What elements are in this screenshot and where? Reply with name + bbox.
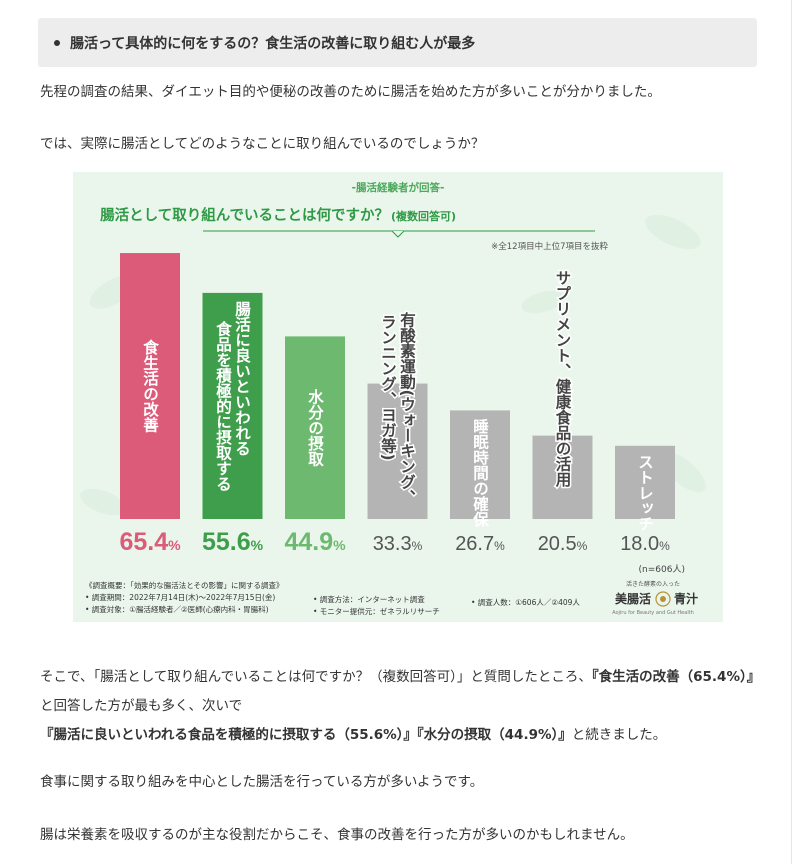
bar-label-4-col-2: ランニング、ヨガ等)	[379, 314, 398, 461]
body-paragraph-1-highlight-2: 『腸活に良いといわれる食品を積極的に摂取する（55.6%）』『水分の摂取（44.…	[40, 727, 572, 743]
value-label-1: 65.4%	[119, 528, 181, 556]
value-labels-layer: 65.4% 55.6% 44.9% 33.3% 26.7% 20.5% 18.0%	[119, 528, 670, 556]
bar-labels-layer: 食生活の改善 腸活に良いといわれる食品を積極的に摂取する 水分の摂取 有酸素運動(ウォ…	[141, 269, 654, 532]
value-label-5: 26.7%	[455, 533, 505, 555]
survey-title: 《調査概要：「効果的な腸活法とその影響」に関する調査》	[85, 580, 284, 590]
value-label-2: 55.6%	[202, 528, 264, 556]
bar-label-1-col-1: 食生活の改善	[141, 338, 160, 434]
logo-emblem-icon	[655, 591, 671, 607]
value-label-4: 33.3%	[373, 533, 423, 555]
logo-emblem-core-icon	[660, 596, 666, 602]
bar-label-7-col-1: ストレッチ	[636, 454, 654, 532]
section-heading: 腸活って具体的に何をするの？食生活の改善に取り組む人が最多	[38, 18, 757, 67]
value-label-3: 44.9%	[284, 528, 346, 556]
body-paragraph-1-part-1: そこで、「腸活として取り組んでいることは何ですか？（複数回答可）」と質問したとこ…	[40, 669, 592, 685]
bar-label-3-col-1: 水分の摂取	[306, 388, 324, 468]
value-label-6: 20.5%	[538, 533, 588, 555]
bar-7	[615, 445, 675, 519]
bars-layer	[120, 253, 675, 519]
body-paragraph-1-highlight-1: 『食生活の改善（65.4%）』	[591, 669, 761, 685]
leaf-decoration	[80, 214, 706, 516]
bar-5	[450, 410, 510, 519]
title-pointer-icon	[391, 230, 405, 238]
bar-6	[532, 435, 593, 519]
logo-name-right: 青汁	[674, 591, 698, 606]
sample-size: (n=606人)	[639, 564, 685, 575]
survey-bar-chart: -腸活経験者が回答- 腸活として取り組んでいることは何ですか？ (複数回答可) …	[73, 172, 723, 622]
body-paragraph-2: 食事に関する取り組みを中心とした腸活を行っている方が多いようです。	[40, 774, 484, 790]
monitor-source: • モニター提供元：ゼネラルリサーチ	[313, 606, 440, 616]
body-paragraph-1-part-2: と回答した方が最も多く、次いで	[40, 698, 243, 714]
chart-supertitle: -腸活経験者が回答-	[352, 181, 445, 194]
section-heading-text: 腸活って具体的に何をするの？食生活の改善に取り組む人が最多	[70, 35, 476, 52]
body-paragraph-1: そこで、「腸活として取り組んでいることは何ですか？（複数回答可）」と質問したとこ…	[40, 663, 770, 750]
chart-subnote: ※全12項目中上位7項目を抜粋	[491, 241, 608, 252]
bar-label-6-col-1: サプリメント、健康食品の活用	[554, 270, 573, 488]
bar-label-2-col-1: 腸活に良いといわれる	[233, 301, 251, 457]
bullet-icon	[54, 39, 60, 46]
chart-title: 腸活として取り組んでいることは何ですか？	[100, 206, 389, 224]
brand-logo: 活きた酵素の入った 美腸活 青汁 Aojiru for Beauty and G…	[612, 580, 698, 616]
bar-2	[202, 292, 263, 519]
bar-3	[285, 336, 345, 519]
survey-method: • 調査方法：インターネット調査	[313, 594, 425, 604]
survey-chart-figure: -腸活経験者が回答- 腸活として取り組んでいることは何ですか？ (複数回答可) …	[73, 172, 723, 622]
value-label-7: 18.0%	[620, 533, 670, 555]
logo-name-left: 美腸活	[615, 591, 651, 606]
logo-tagline: 活きた酵素の入った	[626, 580, 680, 588]
survey-period: • 調査期間：2022年7月14日(木)～2022年7月15日(金)	[85, 592, 275, 602]
bar-label-5-col-1: 睡眠時間の確保	[471, 417, 490, 528]
bar-label-2-col-2: 食品を積極的に摂取する	[214, 319, 233, 491]
intro-paragraph-2: では、実際に腸活としてどのようなことに取り組んでいるのでしょうか？	[40, 136, 485, 152]
bar-label-4-col-1: 有酸素運動(ウォーキング、	[398, 311, 416, 505]
chart-title-note: (複数回答可)	[391, 209, 456, 223]
bar-4	[367, 383, 428, 519]
intro-paragraph-1: 先程の調査の結果、ダイエット目的や便秘の改善のために腸活を始めた方が多いことが分…	[40, 84, 661, 100]
logo-sub: Aojiru for Beauty and Gut Health	[612, 610, 694, 616]
survey-count: • 調査人数：①606人／②409人	[471, 597, 580, 607]
bar-1	[120, 253, 180, 519]
body-paragraph-3: 腸は栄養素を吸収するのが主な役割だからこそ、食事の改善を行った方が多いのかもしれ…	[40, 827, 634, 843]
body-paragraph-1-part-3: と続きました。	[571, 727, 667, 743]
survey-target: • 調査対象：①腸活経験者／②医師(心療内科・胃腸科)	[85, 604, 269, 614]
